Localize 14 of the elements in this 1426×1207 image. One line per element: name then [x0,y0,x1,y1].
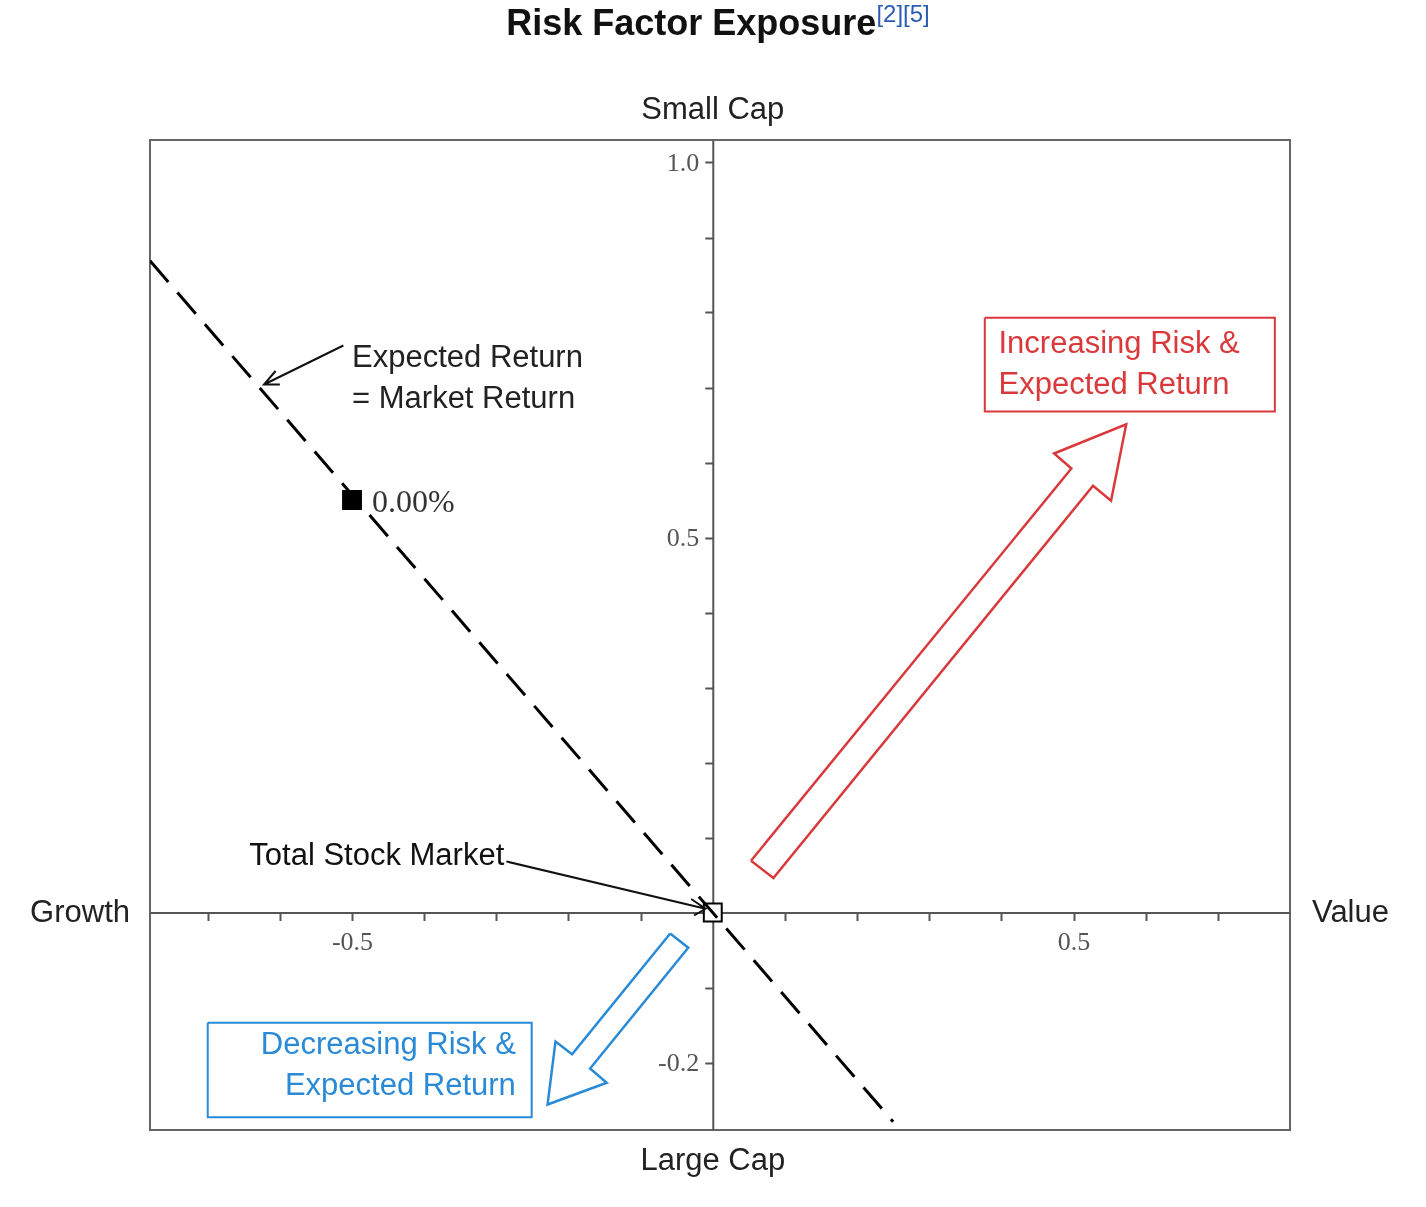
annotation: Total Stock Market [249,837,505,873]
text: Value [1312,893,1389,929]
x-tick-label: -0.5 [331,927,374,956]
text: Large Cap [640,1142,786,1177]
annotation: Increasing Risk & Expected Return [998,325,1241,401]
chart-title: Risk Factor Exposure$^{[2][5]}$ [505,0,931,45]
annotation: Decreasing Risk & Expected Return [260,1026,517,1103]
y-tick-label: 1.0 [666,148,700,177]
y-tick-label: 0.5 [666,523,700,552]
annotation: 0.00% [372,483,455,519]
y-tick-label: -0.2 [658,1048,700,1077]
text: Growth [30,893,130,929]
annotation: Expected Return = Market Return [352,338,583,415]
text: Small Cap [641,91,785,126]
